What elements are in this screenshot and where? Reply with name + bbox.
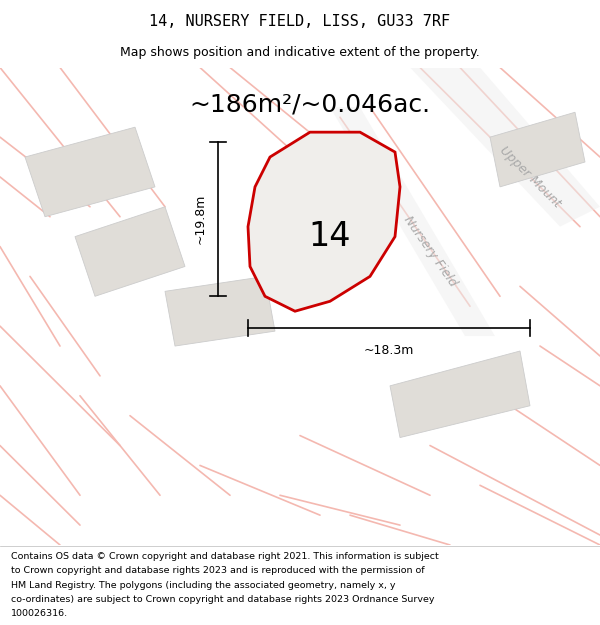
Text: Contains OS data © Crown copyright and database right 2021. This information is : Contains OS data © Crown copyright and d…	[11, 552, 439, 561]
Text: Map shows position and indicative extent of the property.: Map shows position and indicative extent…	[120, 46, 480, 59]
Text: to Crown copyright and database rights 2023 and is reproduced with the permissio: to Crown copyright and database rights 2…	[11, 566, 424, 576]
Polygon shape	[248, 132, 400, 311]
Text: 14, NURSERY FIELD, LISS, GU33 7RF: 14, NURSERY FIELD, LISS, GU33 7RF	[149, 14, 451, 29]
Text: 14: 14	[309, 220, 351, 253]
Polygon shape	[390, 351, 530, 438]
Text: Upper Mount: Upper Mount	[497, 144, 563, 210]
Text: ~186m²/~0.046ac.: ~186m²/~0.046ac.	[190, 92, 431, 116]
Text: Nursery Field: Nursery Field	[401, 214, 459, 289]
Polygon shape	[165, 276, 275, 346]
Text: co-ordinates) are subject to Crown copyright and database rights 2023 Ordnance S: co-ordinates) are subject to Crown copyr…	[11, 595, 434, 604]
Polygon shape	[75, 207, 185, 296]
Text: ~18.3m: ~18.3m	[364, 344, 414, 356]
Polygon shape	[490, 112, 585, 187]
Text: HM Land Registry. The polygons (including the associated geometry, namely x, y: HM Land Registry. The polygons (includin…	[11, 581, 395, 589]
Polygon shape	[25, 127, 155, 217]
Polygon shape	[410, 68, 600, 227]
Text: 100026316.: 100026316.	[11, 609, 68, 618]
Text: ~19.8m: ~19.8m	[193, 194, 206, 244]
Polygon shape	[330, 107, 495, 336]
